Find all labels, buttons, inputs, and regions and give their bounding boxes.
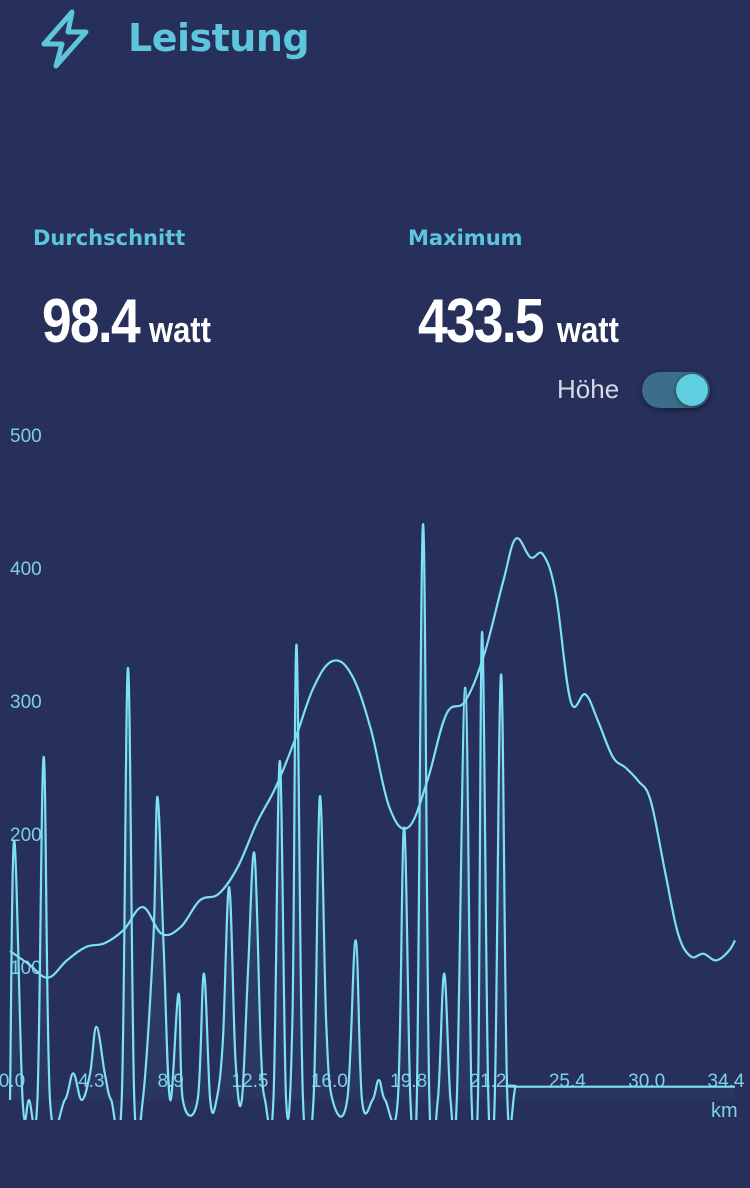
page-title: Leistung (128, 16, 310, 60)
maximum-value: 433.5 watt (418, 286, 629, 357)
x-axis-unit-label: km (711, 1100, 738, 1122)
average-label: Durchschnitt (33, 226, 186, 250)
y-tick-label: 400 (10, 559, 42, 580)
maximum-unit: watt (557, 309, 620, 350)
average-value: 98.4 watt (42, 286, 221, 357)
average-unit: watt (148, 309, 211, 350)
header: Leistung (0, 0, 750, 80)
lightning-bolt-icon (41, 9, 89, 69)
maximum-label: Maximum (408, 226, 523, 250)
power-chart: 1002003004005000.04.38.912.516.019.821.2… (0, 426, 745, 1120)
toggle-knob (676, 374, 708, 406)
elevation-series-line (9, 537, 736, 979)
y-tick-label: 300 (10, 692, 42, 713)
power-series-line (8, 523, 735, 1120)
maximum-number: 433.5 (418, 287, 545, 356)
elevation-toggle[interactable] (642, 372, 710, 408)
power-area-fill (10, 524, 735, 1120)
elevation-toggle-label: Höhe (557, 374, 620, 404)
average-number: 98.4 (42, 287, 141, 356)
y-tick-label: 200 (10, 825, 42, 846)
y-tick-label: 500 (10, 426, 42, 447)
